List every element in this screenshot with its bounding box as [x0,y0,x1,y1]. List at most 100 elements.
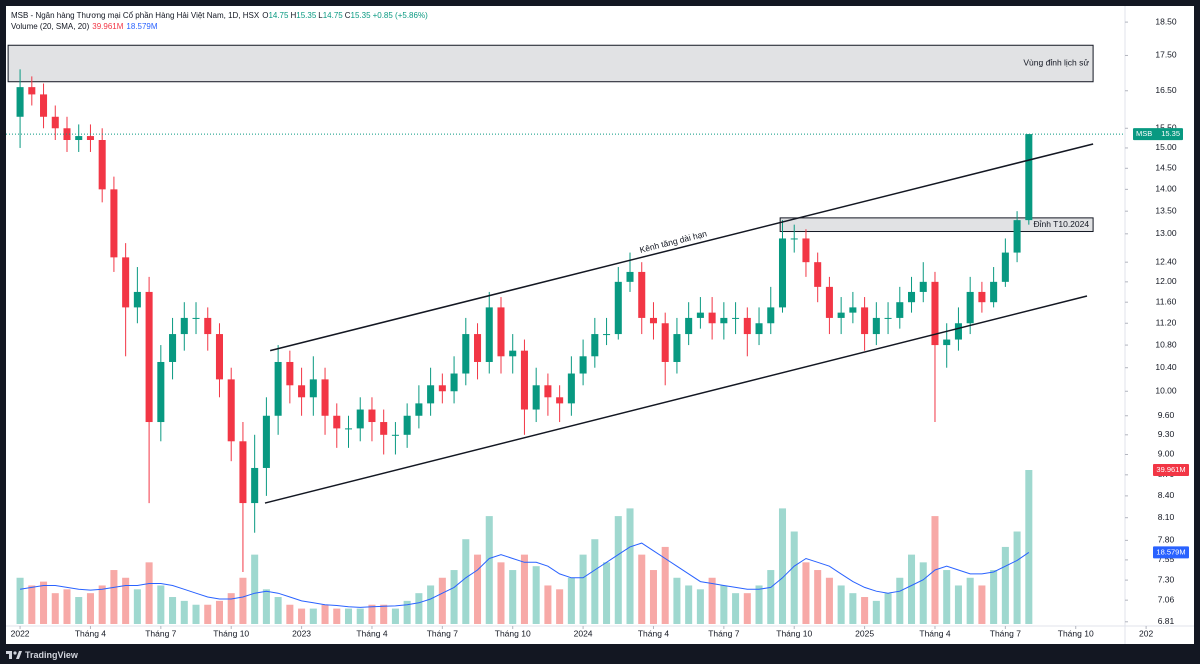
volume-bar [603,562,611,624]
candle-body [309,379,317,398]
candle-body [391,434,399,436]
candle-body [673,334,681,362]
ohlc-item: L14.75 [318,11,342,20]
candle-body [603,334,611,336]
volume-bar [884,593,892,624]
candle-body [427,385,435,404]
candle-body [990,281,998,303]
volume-bar [673,577,681,624]
x-tick-label: 2022 [11,628,30,638]
candle-body [227,379,235,442]
y-tick-label: 16.50 [1155,85,1177,95]
volume-bar [403,600,411,624]
candle-body [861,307,869,335]
y-tick-label: 10.80 [1155,339,1177,349]
candle-body [567,373,575,404]
volume-bar [462,539,470,624]
zone-box [7,44,1094,83]
candle-body [40,94,48,117]
volume-bar [204,604,212,624]
volume-bar [344,608,353,624]
y-tick-label: 8.10 [1158,512,1175,522]
volume-bar [556,589,564,624]
candle-body [133,291,141,308]
candle-body [157,361,165,423]
volume-bar [509,570,517,624]
candle-body [51,116,59,129]
candle-body [837,312,845,318]
y-tick-label: 13.50 [1155,205,1177,215]
volume-bar [380,604,388,624]
volume-bar [837,585,845,624]
legend: MSB - Ngân hàng Thương mại Cổ phần Hàng … [11,10,431,32]
trend-line [264,295,1088,504]
volume-bar [591,539,599,624]
zone-label: Vùng đỉnh lịch sử [1023,58,1089,68]
volume-bar [649,570,657,624]
volume-bar [708,577,716,624]
sma-tag: 18.579M [1156,547,1185,556]
volume-bar [251,554,259,624]
volume-bar [696,589,704,624]
volume-bar [438,577,446,624]
y-tick-label: 7.30 [1158,574,1175,584]
volume-bar [638,554,646,624]
candle-body [520,350,528,410]
volume-bar [497,562,505,624]
y-tick-label: 8.40 [1158,490,1175,500]
symbol-title: MSB - Ngân hàng Thương mại Cổ phần Hàng … [11,11,260,20]
candle-body [626,271,634,282]
brand-name: TradingView [25,650,78,660]
volume-bar [98,585,106,624]
x-tick-label: Tháng 4 [919,628,950,638]
candle-body [1025,134,1033,221]
candle-body [462,334,470,374]
candle-body [732,317,740,319]
candle-body [16,87,24,117]
candle-body [380,422,388,435]
volume-bar [169,597,177,624]
y-tick-label: 11.60 [1156,296,1177,306]
candle-body [169,334,177,362]
candle-body [239,441,247,504]
candle-body [438,385,446,392]
candle-body [251,467,259,504]
y-tick-label: 15.50 [1155,123,1177,133]
volume-bar [1025,470,1033,624]
volume-bar [356,608,364,624]
volume-bar [755,585,763,624]
candle-body [685,317,693,335]
candle-body [884,317,892,319]
volume-bar [309,608,317,624]
volume-bar [122,577,130,624]
x-tick-label: Tháng 7 [145,628,176,638]
volume-bar [990,570,998,624]
y-tick-label: 17.50 [1155,50,1177,60]
candle-body [591,334,599,357]
x-tick-label: Tháng 7 [427,628,458,638]
volume-bar [133,589,141,624]
candle-body [849,307,857,313]
y-tick-label: 12.00 [1155,276,1177,286]
volume-bar [215,600,223,624]
volume-bar [532,566,540,624]
volume-bar [391,608,399,624]
volume-bar [567,577,575,624]
volume-bar [321,604,329,624]
x-tick-label: Tháng 7 [708,628,739,638]
volume-tag-box [1153,464,1189,476]
volume-bar [274,597,282,624]
volume-bar [743,593,751,624]
volume-tag: 39.961M [1156,465,1185,474]
candle-body [532,385,540,410]
candle-body [180,317,188,335]
volume-bar [63,589,71,624]
candle-body [755,323,763,335]
candle-body [966,291,974,324]
candle-body [485,307,493,362]
candle-body [943,339,951,346]
volume-bar [896,577,904,624]
volume-bar [767,570,775,624]
